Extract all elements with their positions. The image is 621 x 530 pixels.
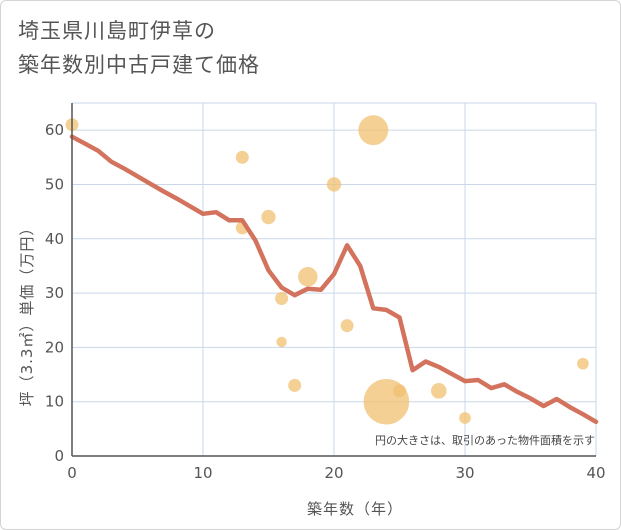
- x-tick-label: 10: [193, 464, 212, 482]
- chart-title: 埼玉県川島町伊草の 築年数別中古戸建て価格: [18, 14, 260, 82]
- y-tick-label: 40: [45, 230, 64, 248]
- y-tick-label: 60: [45, 121, 64, 139]
- transaction-bubble: [326, 177, 342, 192]
- y-axis-title: 坪（3.3㎡）単価（万円）: [18, 220, 36, 407]
- chart-title-line-2: 築年数別中古戸建て価格: [18, 53, 260, 77]
- transaction-bubble: [393, 384, 406, 398]
- y-tick-label: 20: [45, 338, 64, 356]
- y-tick-label: 30: [45, 284, 64, 302]
- transaction-bubble: [276, 336, 287, 348]
- transaction-bubble: [340, 319, 354, 333]
- transaction-bubble: [358, 115, 389, 146]
- x-axis-title: 築年数（年）: [307, 500, 403, 518]
- transaction-bubble: [261, 209, 276, 225]
- y-tick-label: 0: [54, 447, 64, 465]
- transaction-bubble: [275, 292, 289, 306]
- x-tick-label: 30: [455, 464, 474, 482]
- y-tick-label: 50: [45, 175, 64, 193]
- transaction-bubble: [235, 150, 249, 164]
- bubble-size-note: 円の大きさは、取引のあった物件面積を示す: [375, 433, 595, 447]
- y-tick-label: 10: [45, 393, 64, 411]
- transaction-bubble: [288, 378, 302, 392]
- x-tick-label: 20: [324, 464, 343, 482]
- transaction-bubble: [298, 267, 318, 287]
- chart-title-line-1: 埼玉県川島町伊草の: [18, 19, 216, 43]
- x-tick-label: 0: [67, 464, 77, 482]
- transaction-bubble: [459, 412, 471, 424]
- transaction-bubble: [431, 383, 447, 399]
- average-price-line: [69, 134, 599, 425]
- transaction-bubble: [577, 357, 589, 370]
- x-tick-label: 40: [586, 464, 605, 482]
